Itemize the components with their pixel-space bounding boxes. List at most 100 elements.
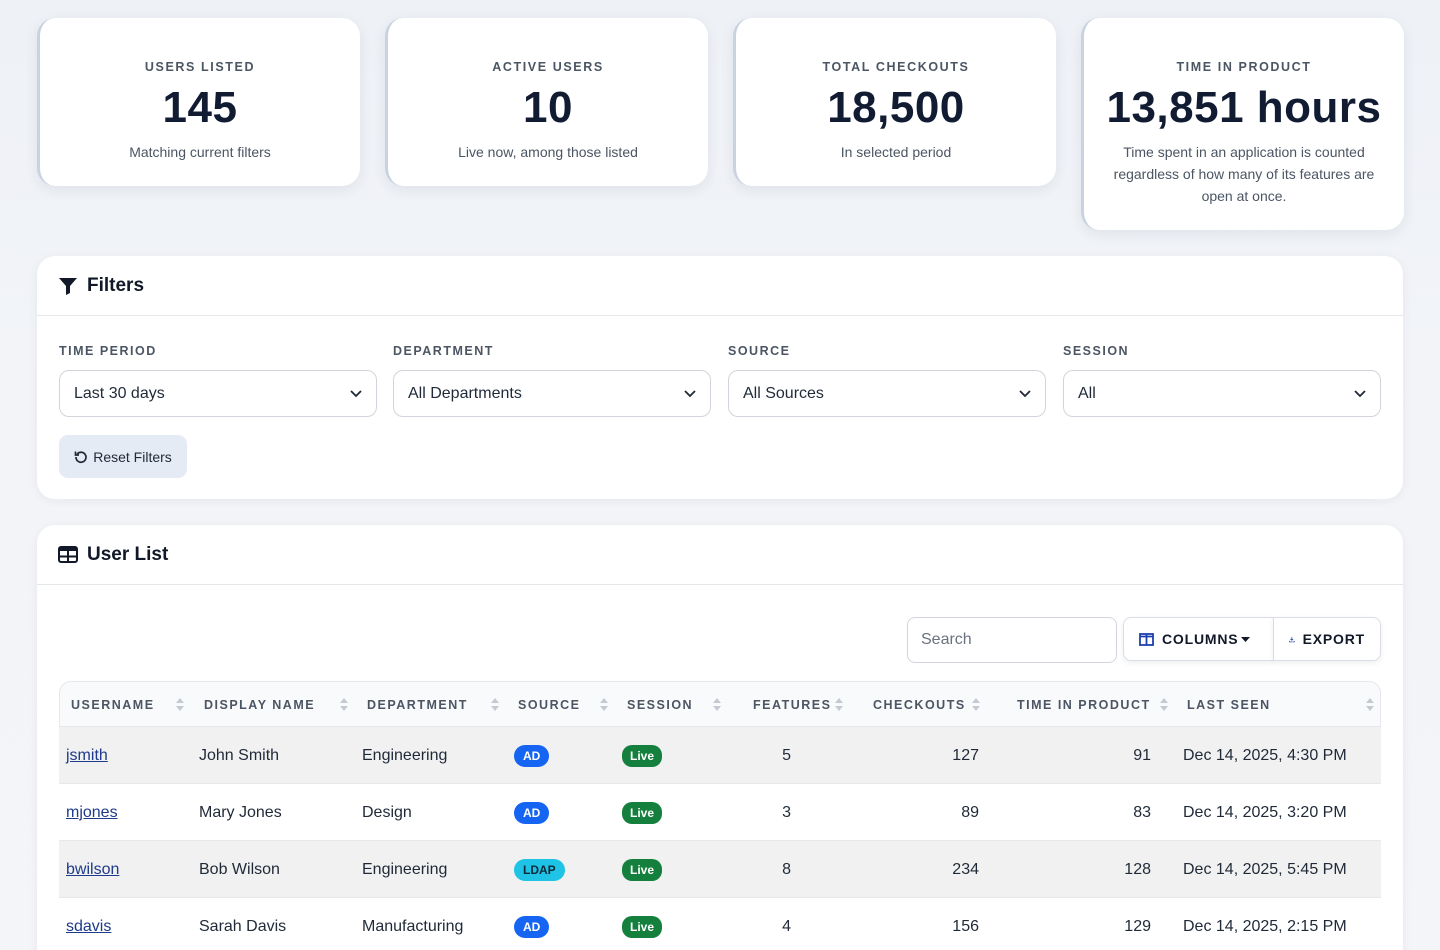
header-features[interactable]: FEATURES	[753, 682, 831, 728]
header-label: CHECKOUTS	[873, 698, 966, 712]
sort-icon	[491, 698, 499, 711]
username-link[interactable]: sdavis	[66, 917, 112, 935]
session-select[interactable]: All	[1063, 370, 1381, 417]
filters-panel: Filters TIME PERIOD Last 30 days DEPARTM…	[37, 256, 1403, 499]
columns-label: COLUMNS	[1162, 631, 1239, 647]
filter-icon	[59, 277, 77, 295]
filter-source: SOURCE All Sources	[728, 344, 1046, 417]
header-label: USERNAME	[71, 698, 155, 712]
session-badge: Live	[622, 858, 663, 881]
source-badge: AD	[514, 801, 550, 824]
sort-icon	[835, 698, 843, 711]
cell-time-in-product: 129	[1124, 917, 1151, 935]
table-icon	[58, 546, 78, 563]
user-list-title: User List	[87, 543, 169, 565]
username-link[interactable]: mjones	[66, 803, 118, 821]
session-badge: Live	[622, 801, 663, 824]
department-select[interactable]: All Departments	[393, 370, 711, 417]
sort-icon	[972, 698, 980, 711]
cell-last-seen: Dec 14, 2025, 5:45 PM	[1183, 860, 1347, 878]
header-last-seen[interactable]: LAST SEEN	[1187, 682, 1271, 728]
stat-subtext: Matching current filters	[129, 144, 271, 161]
columns-button[interactable]: COLUMNS	[1123, 617, 1274, 661]
time-period-select[interactable]: Last 30 days	[59, 370, 377, 417]
select-value: All Departments	[408, 384, 522, 402]
stat-label: ACTIVE USERS	[492, 60, 604, 74]
cell-features: 3	[782, 803, 791, 821]
stat-subtext: In selected period	[840, 144, 952, 161]
header-source[interactable]: SOURCE	[518, 682, 580, 728]
source-badge: LDAP	[514, 858, 565, 881]
cell-department: Design	[362, 803, 412, 821]
search-input[interactable]: Search	[907, 617, 1117, 663]
cell-display-name: Bob Wilson	[199, 860, 280, 878]
stat-card-active-users: ACTIVE USERS 10 Live now, among those li…	[385, 18, 708, 186]
header-label: TIME IN PRODUCT	[1017, 698, 1151, 712]
header-session[interactable]: SESSION	[627, 682, 693, 728]
sort-icon	[1366, 698, 1374, 711]
cell-display-name: Sarah Davis	[199, 917, 287, 935]
filter-department: DEPARTMENT All Departments	[393, 344, 711, 417]
chevron-down-icon	[1019, 389, 1031, 397]
sort-icon	[176, 698, 184, 711]
caret-down-icon	[1241, 636, 1250, 642]
header-time-in-product[interactable]: TIME IN PRODUCT	[1017, 682, 1151, 728]
table-row[interactable]: bwilson Bob Wilson Engineering LDAP Live…	[59, 841, 1381, 898]
cell-checkouts: 156	[952, 917, 979, 935]
stats-row: USERS LISTED 145 Matching current filter…	[37, 18, 1404, 233]
table-row[interactable]: mjones Mary Jones Design AD Live 3 89 83…	[59, 784, 1381, 841]
header-department[interactable]: DEPARTMENT	[367, 682, 468, 728]
cell-features: 4	[782, 917, 791, 935]
header-display-name[interactable]: DISPLAY NAME	[204, 682, 315, 728]
session-badge: Live	[622, 744, 663, 767]
cell-time-in-product: 128	[1124, 860, 1151, 878]
export-label: EXPORT	[1302, 631, 1365, 647]
stat-label: USERS LISTED	[144, 60, 256, 74]
table-row[interactable]: jsmith John Smith Engineering AD Live 5 …	[59, 727, 1381, 784]
source-select[interactable]: All Sources	[728, 370, 1046, 417]
stat-label: TOTAL CHECKOUTS	[822, 60, 970, 74]
header-label: SESSION	[627, 698, 694, 712]
reset-filters-label: Reset Filters	[93, 448, 172, 465]
username-link[interactable]: jsmith	[66, 746, 108, 764]
stat-value: 145	[162, 83, 238, 132]
cell-display-name: John Smith	[199, 746, 280, 764]
filter-time-period: TIME PERIOD Last 30 days	[59, 344, 377, 417]
cell-time-in-product: 83	[1133, 803, 1151, 821]
cell-last-seen: Dec 14, 2025, 2:15 PM	[1183, 917, 1347, 935]
stat-card-users-listed: USERS LISTED 145 Matching current filter…	[37, 18, 360, 186]
chevron-down-icon	[350, 389, 362, 397]
header-label: FEATURES	[753, 698, 832, 712]
cell-display-name: Mary Jones	[199, 803, 282, 821]
select-value: All Sources	[743, 384, 824, 402]
filters-header: Filters	[37, 256, 1403, 316]
header-label: LAST SEEN	[1187, 698, 1271, 712]
header-username[interactable]: USERNAME	[71, 682, 189, 728]
reset-filters-button[interactable]: Reset Filters	[59, 435, 187, 478]
filter-label: TIME PERIOD	[59, 344, 157, 358]
filter-label: SOURCE	[728, 344, 791, 358]
select-value: All	[1078, 384, 1096, 402]
filters-title: Filters	[87, 274, 145, 296]
sort-icon	[1160, 698, 1168, 711]
select-value: Last 30 days	[74, 384, 165, 402]
download-icon	[1289, 636, 1295, 642]
table-row[interactable]: sdavis Sarah Davis Manufacturing AD Live…	[59, 898, 1381, 950]
header-checkouts[interactable]: CHECKOUTS	[873, 682, 966, 728]
sort-icon	[713, 698, 721, 711]
cell-department: Engineering	[362, 746, 448, 764]
user-table: USERNAME DISPLAY NAME DEPARTMENT SOURCE …	[59, 681, 1381, 950]
username-link[interactable]: bwilson	[66, 860, 120, 878]
filter-session: SESSION All	[1063, 344, 1381, 417]
cell-last-seen: Dec 14, 2025, 3:20 PM	[1183, 803, 1347, 821]
stat-value: 18,500	[827, 83, 965, 132]
export-button[interactable]: EXPORT	[1273, 617, 1381, 661]
stat-value: 10	[523, 83, 573, 132]
user-list-header: User List	[37, 525, 1403, 585]
cell-checkouts: 127	[952, 746, 979, 764]
header-label: SOURCE	[518, 698, 581, 712]
sort-icon	[340, 698, 348, 711]
columns-icon	[1139, 632, 1154, 646]
session-badge: Live	[622, 915, 663, 938]
stat-card-time-in-product: TIME IN PRODUCT 13,851 hours Time spent …	[1081, 18, 1404, 230]
